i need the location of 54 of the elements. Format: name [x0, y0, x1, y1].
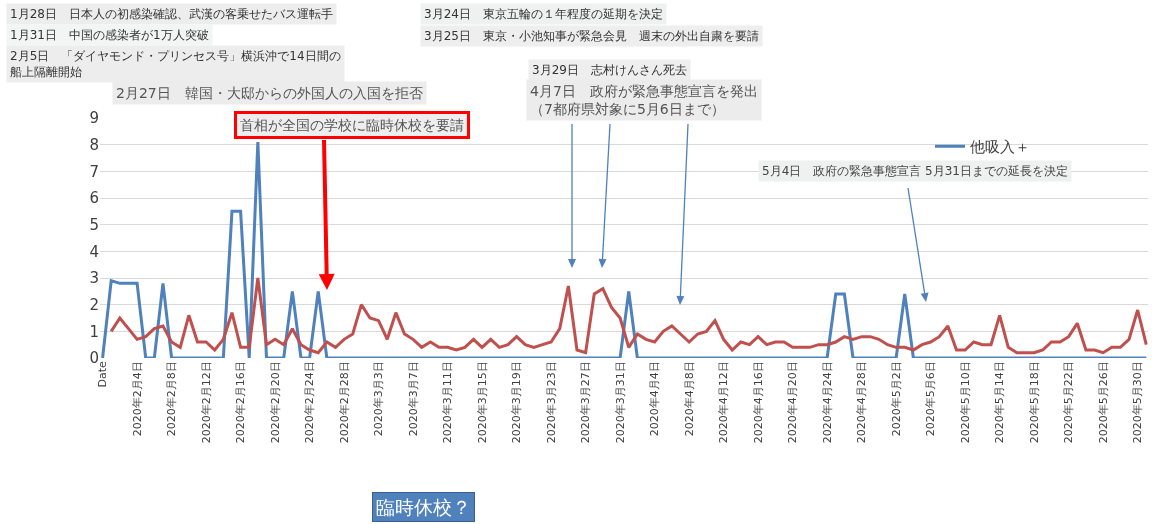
text: 3月24日 東京五輪の１年程度の延期を決定 — [424, 7, 663, 21]
legend-label: 他吸入＋ — [970, 138, 1030, 157]
y-tick-label: 8 — [89, 135, 99, 154]
x-tick-label: 2020年2月12日 — [199, 361, 213, 444]
text: 3月25日 東京・小池知事が緊急会見 週末の外出自粛を要請 — [424, 29, 759, 43]
line-series — [109, 276, 1148, 355]
annotation: 5月4日 政府の緊急事態宣言 5月31日までの延長を決定 — [762, 164, 1068, 178]
x-tick-label: 2020年5月30日 — [1131, 361, 1145, 444]
x-tick-label: 2020年3月15日 — [475, 361, 489, 444]
y-tick-label: 1 — [89, 322, 99, 341]
x-tick-label: 2020年2月28日 — [337, 361, 351, 444]
text: 2月27日 韓国・大邸からの外国人の入国を拒否 — [116, 85, 423, 101]
y-tick-label: 9 — [89, 109, 99, 128]
x-tick-label: 2020年3月19日 — [510, 361, 524, 444]
x-tick-label: 2020年3月11日 — [441, 361, 455, 444]
x-tick-label: 2020年5月14日 — [993, 361, 1007, 444]
y-tick-label: 3 — [89, 269, 99, 288]
text: 臨時休校？ — [376, 496, 471, 518]
y-tick-label: 6 — [89, 189, 99, 208]
y-tick-label: 0 — [89, 349, 99, 368]
y-tick-label: 4 — [89, 242, 99, 261]
x-tick-label: 2020年3月7日 — [406, 361, 420, 437]
x-tick-label: 2020年4月4日 — [648, 361, 662, 437]
x-tick-label: 2020年5月18日 — [1027, 361, 1041, 444]
text: 1月31日 中国の感染者が1万人突破 — [10, 28, 209, 42]
x-tick-label: 2020年5月10日 — [958, 361, 972, 444]
text: 1月28日 日本人の初感染確認、武漢の客乗せたバス運転手 — [10, 7, 333, 21]
x-tick-label: 2020年5月22日 — [1062, 361, 1076, 444]
x-tick-label: 2020年4月24日 — [820, 361, 834, 444]
x-tick-label: 2020年2月24日 — [303, 361, 317, 444]
text: 4月7日 政府が緊急事態宣言を発出（7都府県対象に5月6日まで） — [530, 83, 758, 118]
x-tick-label: 2020年3月31日 — [613, 361, 627, 444]
x-tick-label: 2020年4月12日 — [717, 361, 731, 444]
x-tick-label: 2020年3月3日 — [372, 361, 386, 437]
x-tick-label: 2020年3月23日 — [544, 361, 558, 444]
annotation: 首相が全国の学校に臨時休校を要請 — [240, 117, 464, 133]
x-tick-label: 2020年5月6日 — [924, 361, 938, 437]
x-tick-label: 2020年4月8日 — [682, 361, 696, 437]
x-tick-label: 2020年4月20日 — [786, 361, 800, 444]
y-tick-label: 2 — [89, 295, 99, 314]
x-tick-label: 2020年4月16日 — [751, 361, 765, 444]
y-tick-label: 7 — [89, 162, 99, 181]
line-series — [101, 140, 1148, 358]
x-tick-label: 2020年2月8日 — [165, 361, 179, 437]
text: 2月5日 「ダイヤモンド・プリンセス号」横浜沖で14日間の船上隔離開始 — [10, 49, 341, 79]
y-tick-label: 5 — [89, 215, 99, 234]
text: 3月29日 志村けんさん死去 — [532, 63, 687, 77]
x-tick-label: 2020年5月26日 — [1096, 361, 1110, 444]
x-tick-label: 2020年4月28日 — [855, 361, 869, 444]
x-tick-label: 2020年5月2日 — [889, 361, 903, 437]
x-tick-label: 2020年3月27日 — [579, 361, 593, 444]
x-tick-label: 2020年2月4日 — [130, 361, 144, 437]
x-tick-label: 2020年2月16日 — [234, 361, 248, 444]
x-tick-label: 2020年2月20日 — [268, 361, 282, 444]
